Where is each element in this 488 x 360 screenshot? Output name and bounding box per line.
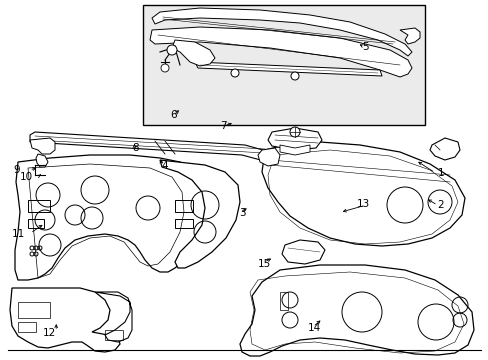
Text: 6: 6 (170, 110, 177, 120)
Bar (105, 330, 123, 340)
Polygon shape (95, 292, 132, 342)
Text: 15: 15 (258, 258, 271, 269)
Polygon shape (160, 160, 240, 268)
Text: 14: 14 (307, 323, 321, 333)
Polygon shape (195, 62, 381, 76)
Bar (28, 200, 50, 212)
Text: 9: 9 (14, 165, 20, 175)
Text: 12: 12 (43, 328, 56, 338)
Polygon shape (399, 28, 419, 44)
Polygon shape (36, 154, 48, 167)
Circle shape (290, 72, 298, 80)
Polygon shape (282, 240, 325, 264)
Bar (175, 219, 193, 228)
Text: 10: 10 (20, 172, 33, 182)
Polygon shape (172, 40, 215, 66)
Bar (18, 302, 50, 318)
Circle shape (167, 45, 177, 55)
Text: 13: 13 (356, 199, 369, 210)
Bar (28, 219, 44, 228)
Circle shape (230, 69, 239, 77)
Text: 3: 3 (239, 208, 246, 218)
Polygon shape (10, 288, 120, 352)
Text: 4: 4 (161, 161, 168, 171)
Text: 2: 2 (437, 200, 444, 210)
Polygon shape (280, 145, 309, 155)
Polygon shape (262, 142, 464, 246)
Text: 7: 7 (220, 121, 226, 131)
Text: 11: 11 (12, 229, 25, 239)
Circle shape (161, 64, 169, 72)
Polygon shape (30, 138, 55, 154)
Bar (175, 200, 193, 212)
Text: 1: 1 (437, 168, 444, 178)
Polygon shape (240, 265, 473, 356)
Polygon shape (258, 148, 280, 166)
Bar (18, 322, 36, 332)
Polygon shape (429, 138, 459, 160)
Polygon shape (152, 8, 411, 56)
Polygon shape (15, 155, 209, 280)
Circle shape (289, 127, 299, 137)
Polygon shape (150, 27, 411, 77)
Text: 5: 5 (361, 42, 368, 52)
Bar (280, 292, 287, 310)
Bar (142, 5, 424, 125)
Polygon shape (30, 132, 271, 162)
Text: 8: 8 (132, 143, 139, 153)
Polygon shape (267, 128, 321, 150)
